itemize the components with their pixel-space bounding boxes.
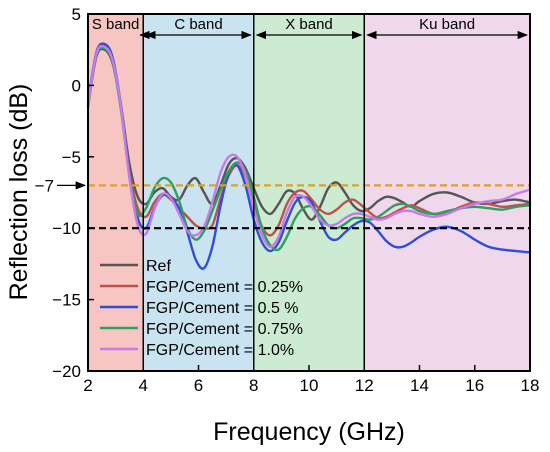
y-tick-label--5: −5 (62, 148, 81, 167)
x-tick-label-4: 4 (139, 376, 148, 395)
x-tick-label-2: 2 (83, 376, 92, 395)
band-label-3: X band (285, 16, 333, 33)
legend: Ref FGP/Cement = 0.25% FGP/Cement = 0.5 % F… (100, 258, 303, 359)
series-line-2 (86, 43, 532, 237)
x-tick-label-18: 18 (521, 376, 540, 395)
legend-label-1: Ref (146, 258, 171, 275)
x-tick-label-8: 8 (249, 376, 258, 395)
y-tick-label-5: 5 (72, 5, 81, 24)
y-axis-title: Reflection loss (dB) (5, 84, 33, 301)
band-region-3 (253, 14, 365, 371)
x-tick-label-6: 6 (194, 376, 203, 395)
x-axis-title: Frequency (GHz) (213, 418, 405, 446)
axis-ticks: 2 4 6 8 10 12 14 16 18 5 0 −5 −10 −15 −20 −7 (35, 5, 540, 395)
x-tick-label-12: 12 (355, 376, 374, 395)
legend-label-4: FGP/Cement = 0.75% (146, 321, 303, 338)
band-label-4: Ku band (419, 16, 475, 33)
legend-label-2: FGP/Cement = 0.25% (146, 279, 303, 296)
x-tick-label-14: 14 (410, 376, 429, 395)
band-label-2: C band (174, 16, 222, 33)
band-region-2 (143, 14, 254, 371)
band-labels: S band C band X band Ku band (92, 16, 529, 40)
y-extra-tick-label: −7 (35, 176, 54, 195)
series-lines (86, 42, 532, 270)
x-tick-label-16: 16 (465, 376, 484, 395)
series-line-5 (86, 44, 532, 248)
y-tick-label--10: −10 (52, 219, 81, 238)
band-label-1: S band (92, 16, 140, 33)
legend-label-3: FGP/Cement = 0.5 % (146, 300, 299, 317)
y-tick-label-0: 0 (72, 76, 81, 95)
series-line-1 (86, 47, 532, 221)
series-line-4 (86, 46, 532, 252)
reference-lines (88, 184, 530, 230)
legend-label-5: FGP/Cement = 1.0% (146, 342, 294, 359)
y-tick-label--20: −20 (52, 362, 81, 381)
y-tick-label--15: −15 (52, 291, 81, 310)
x-tick-label-10: 10 (300, 376, 319, 395)
